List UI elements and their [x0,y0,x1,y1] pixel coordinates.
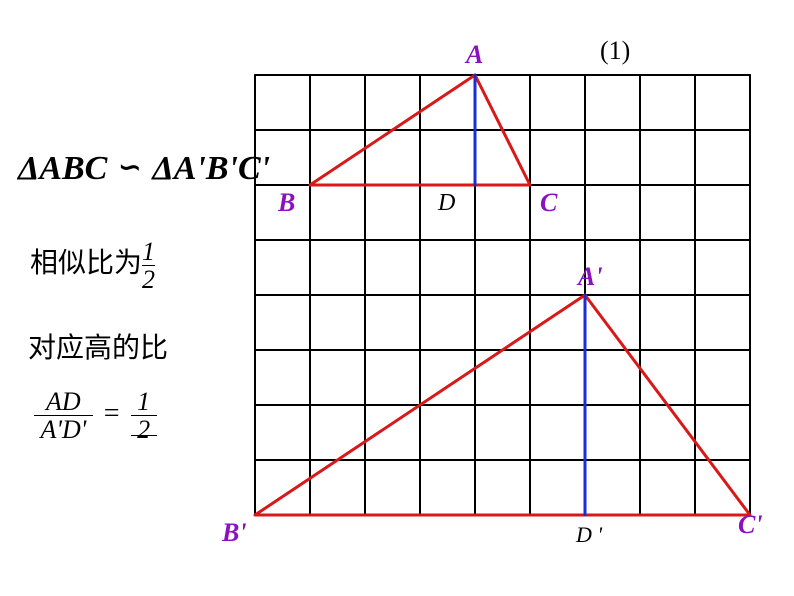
similarity-ratio: 相似比为 1 2 [30,238,155,294]
label-A: A [466,40,483,70]
text-layer: (1) A B C D A' B' C' D ' ΔABC ΔA'B'C' 相似… [0,0,794,596]
similarity-statement: ΔABC ΔA'B'C' [18,150,270,188]
corresponding-heights-label: 对应高的比 [28,326,168,366]
height-ratio-equation: AD A'D' = 1 2 [34,388,157,444]
label-D: D [438,190,455,217]
label-D-prime: D ' [576,522,602,548]
label-C-prime: C' [738,510,763,540]
label-B: B [278,188,295,218]
label-A-prime: A' [578,262,603,292]
page-number: (1) [600,36,630,66]
label-B-prime: B' [222,518,247,548]
label-C: C [540,188,557,218]
